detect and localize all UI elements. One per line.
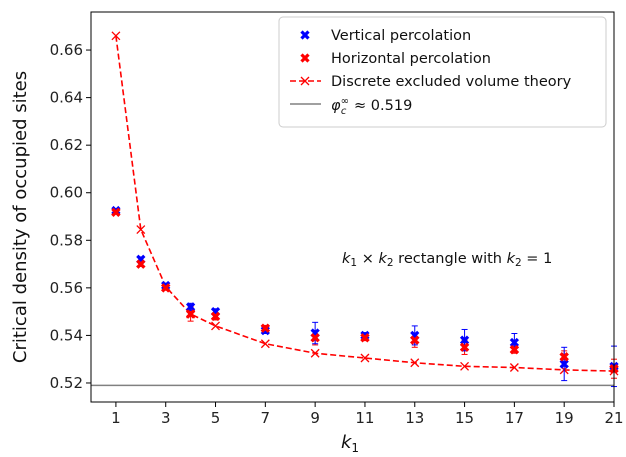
y-tick-label: 0.58 — [50, 231, 83, 249]
legend-theory-x — [300, 76, 310, 86]
x-tick-label: 5 — [211, 409, 221, 427]
x-tick-label: 1 — [111, 409, 121, 427]
legend-label-theory: Discrete excluded volume theory — [331, 74, 572, 90]
theory-point — [360, 353, 370, 363]
annotation-sub-1: 1 — [350, 257, 357, 269]
legend-box — [278, 16, 607, 128]
x-tick-label: 17 — [505, 409, 524, 427]
vertical-percolation-series — [111, 205, 619, 388]
horizontal-point-overlay — [360, 333, 370, 343]
horizontal-point-overlay — [185, 309, 196, 319]
legend-ref-value: ≈ 0.519 — [349, 98, 412, 114]
vertical-point — [360, 330, 370, 341]
theory-point — [260, 339, 270, 349]
x-tick-label: 3 — [161, 409, 171, 427]
horizontal-point-overlay — [559, 352, 569, 362]
annotation-k: k — [507, 251, 516, 267]
x-tick-label: 11 — [355, 409, 374, 427]
x-tick-label: 7 — [261, 409, 271, 427]
legend: Vertical percolation Horizontal percolat… — [278, 16, 607, 128]
vertical-point — [459, 335, 470, 345]
vertical-point — [260, 326, 270, 336]
horizontal-point-overlay — [136, 259, 146, 269]
theory-point — [460, 361, 470, 371]
x-axis-title-sub: 1 — [351, 441, 359, 455]
legend-vertical-x — [300, 30, 310, 40]
plot-frame — [90, 11, 615, 403]
theory-point — [509, 363, 519, 372]
annotation-k: k — [378, 251, 387, 267]
legend-marker-theory — [290, 76, 321, 86]
x-tick-label: 13 — [405, 409, 424, 427]
x-tick-label: 15 — [455, 409, 474, 427]
x-axis-title-main: k — [341, 432, 353, 453]
vertical-point — [559, 359, 569, 369]
x-tick-label: 21 — [604, 409, 623, 427]
horizontal-point-overlay — [161, 283, 171, 293]
annotation-sub-2: 2 — [515, 257, 522, 269]
vertical-point — [161, 280, 171, 291]
vertical-point — [509, 337, 520, 348]
theory-point — [136, 225, 146, 235]
y-axis: 0.52 0.54 0.56 0.58 0.60 0.62 0.64 0.66 — [50, 41, 91, 392]
y-tick-label: 0.64 — [50, 89, 83, 107]
y-tick-label: 0.60 — [50, 184, 83, 202]
theory-point — [111, 31, 121, 41]
annotation-k: k — [342, 251, 351, 267]
y-tick-label: 0.66 — [50, 41, 83, 59]
horizontal-point-overlay — [210, 311, 221, 322]
legend-label-vertical: Vertical percolation — [331, 28, 471, 44]
y-tick-label: 0.62 — [50, 136, 83, 154]
legend-horizontal-x — [300, 53, 310, 63]
legend-label-horizontal: Horizontal percolation — [331, 51, 491, 67]
legend-phi: φ — [331, 98, 341, 114]
legend-phi-sup: ∞ — [341, 96, 349, 107]
legend-marker-horizontal — [300, 53, 310, 63]
theory-point — [211, 321, 220, 331]
annotation-equals: = 1 — [522, 251, 553, 267]
x-tick-label: 19 — [555, 409, 574, 427]
legend-phi-sub: c — [341, 106, 347, 117]
horizontal-point-overlay — [310, 333, 320, 343]
y-tick-label: 0.52 — [50, 374, 83, 392]
annotation: k1 × k2 rectangle with k2 = 1 — [342, 251, 552, 269]
horizontal-point-overlay — [509, 345, 520, 355]
y-tick-label: 0.54 — [50, 326, 83, 344]
legend-label-reference: φ∞ c ≈ 0.519 — [331, 96, 412, 117]
vertical-point — [185, 302, 196, 312]
annotation-times: × — [357, 251, 378, 267]
x-tick-label: 9 — [310, 409, 320, 427]
annotation-sub-2: 2 — [387, 257, 394, 269]
legend-marker-vertical — [300, 30, 310, 40]
annotation-text: rectangle with — [394, 251, 507, 267]
theory-point — [410, 358, 420, 368]
horizontal-point-overlay — [459, 342, 470, 352]
x-axis-title: k1 — [341, 432, 359, 455]
y-axis-title: Critical density of occupied sites — [10, 71, 31, 363]
theory-point — [310, 348, 320, 358]
x-axis: 1 3 5 7 9 11 13 15 17 19 21 — [111, 402, 624, 427]
horizontal-point-overlay — [410, 335, 420, 345]
horizontal-point-overlay — [260, 323, 270, 333]
y-tick-label: 0.56 — [50, 279, 83, 297]
horizontal-point-overlay — [111, 207, 121, 217]
